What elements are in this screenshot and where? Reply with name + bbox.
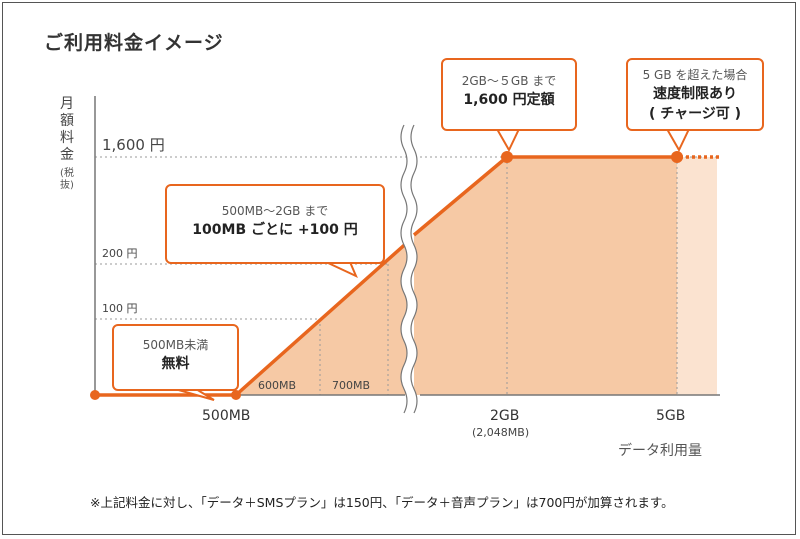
x-tick-600mb: 600MB <box>258 379 296 392</box>
callout-flat-line1: 2GB～５GB まで <box>461 74 557 88</box>
axis-break-edge-left <box>400 124 408 414</box>
callout-flat-line2: 1,600 円定額 <box>463 92 555 108</box>
callout-limit-line3: ( チャージ可 ) <box>648 106 742 122</box>
callout-free-line2: 無料 <box>161 356 190 372</box>
point-500mb <box>231 390 241 400</box>
callout-limit-line2: 速度制限あり <box>653 86 737 102</box>
callout-flat: 2GB～５GB まで 1,600 円定額 <box>441 58 577 131</box>
x-tick-2048mb: (2,048MB) <box>472 426 529 439</box>
area-fill-flat <box>507 157 677 395</box>
y-tick-1600: 1,600 円 <box>102 136 165 154</box>
point-5gb <box>671 151 683 163</box>
y-tick-100: 100 円 <box>102 302 138 315</box>
x-tick-5gb: 5GB <box>656 408 685 424</box>
callout-step-pointer <box>325 261 358 279</box>
area-fill-growth-2 <box>414 157 507 395</box>
x-tick-500mb: 500MB <box>202 408 250 424</box>
point-origin <box>90 390 100 400</box>
footnote: ※上記料金に対し、「データ＋SMSプラン」は150円、「データ＋音声プラン」は7… <box>90 495 674 510</box>
x-axis-title: データ利用量 <box>618 443 702 459</box>
y-axis-label: 月額料金 <box>60 96 74 163</box>
point-2gb <box>501 151 513 163</box>
chart-title: ご利用料金イメージ <box>44 32 224 54</box>
callout-flat-pointer <box>495 128 521 153</box>
callout-limit: 5 GB を超えた場合 速度制限あり ( チャージ可 ) <box>626 58 764 131</box>
axis-break-edge-right <box>410 124 418 414</box>
y-tick-200: 200 円 <box>102 247 138 260</box>
area-fill-overlimit <box>677 157 717 395</box>
callout-free: 500MB未満 無料 <box>112 324 239 391</box>
x-tick-2gb: 2GB <box>490 408 519 424</box>
callout-limit-line1: 5 GB を超えた場合 <box>642 68 748 82</box>
callout-step: 500MB～2GB まで 100MB ごとに +100 円 <box>165 184 385 264</box>
x-tick-700mb: 700MB <box>332 379 370 392</box>
callout-step-line1: 500MB～2GB まで <box>221 204 329 218</box>
callout-free-line1: 500MB未満 <box>142 338 209 352</box>
axis-break <box>401 125 417 413</box>
callout-limit-pointer <box>665 128 691 153</box>
y-axis-label-note: (税抜) <box>60 168 74 191</box>
callout-step-line2: 100MB ごとに +100 円 <box>192 222 358 238</box>
